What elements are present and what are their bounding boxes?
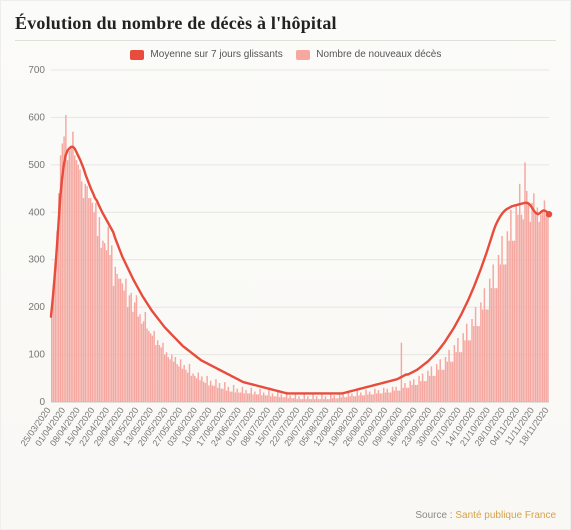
- svg-text:200: 200: [28, 302, 45, 313]
- source-prefix: Source :: [415, 510, 455, 521]
- bars-group: [51, 115, 549, 402]
- source-link[interactable]: Santé publique France: [455, 510, 556, 521]
- legend-swatch-line: [130, 50, 144, 60]
- title-separator: [15, 40, 556, 41]
- page-title: Évolution du nombre de décès à l'hôpital: [15, 13, 556, 34]
- svg-text:400: 400: [28, 207, 45, 218]
- chart-card: Évolution du nombre de décès à l'hôpital…: [0, 0, 571, 530]
- svg-text:600: 600: [28, 113, 45, 124]
- svg-text:100: 100: [28, 350, 45, 361]
- legend-swatch-bars: [296, 50, 310, 60]
- legend-label-bars: Nombre de nouveaux décès: [316, 49, 441, 60]
- svg-text:300: 300: [28, 255, 45, 266]
- svg-text:500: 500: [28, 160, 45, 171]
- legend-label-line: Moyenne sur 7 jours glissants: [150, 49, 282, 60]
- source-line: Source : Santé publique France: [415, 510, 556, 521]
- chart-area: 010020030040050060070025/03/202001/04/20…: [15, 64, 556, 474]
- avg-line-end-marker: [546, 211, 552, 217]
- svg-text:700: 700: [28, 65, 45, 76]
- legend: Moyenne sur 7 jours glissants Nombre de …: [15, 49, 556, 60]
- chart-svg: 010020030040050060070025/03/202001/04/20…: [15, 64, 555, 474]
